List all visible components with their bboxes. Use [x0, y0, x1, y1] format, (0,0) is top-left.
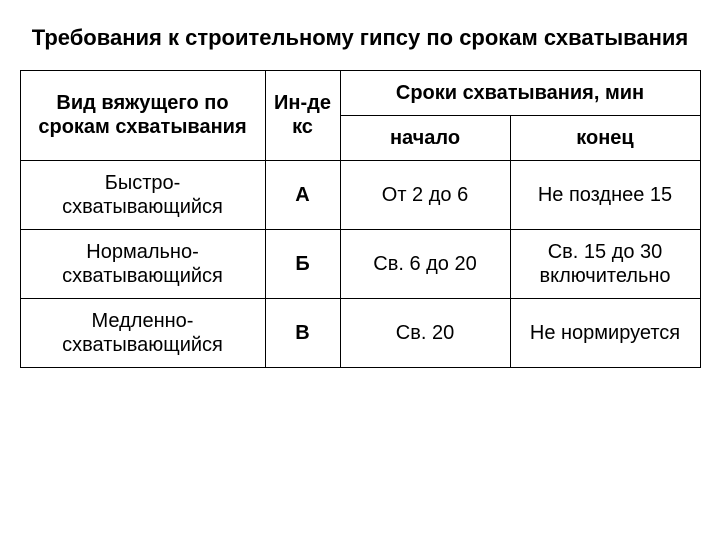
cell-end: Св. 15 до 30 включительно — [510, 229, 700, 298]
col-header-index: Ин-де кс — [265, 70, 340, 160]
cell-index: Б — [265, 229, 340, 298]
setting-times-table: Вид вяжущего по срокам схватывания Ин-де… — [20, 70, 701, 368]
cell-start: Св. 6 до 20 — [340, 229, 510, 298]
table-row: Нормально-схватывающийся Б Св. 6 до 20 С… — [20, 229, 700, 298]
cell-binder-type: Нормально-схватывающийся — [20, 229, 265, 298]
cell-index: А — [265, 160, 340, 229]
cell-end: Не нормируется — [510, 298, 700, 367]
col-header-start: начало — [340, 115, 510, 160]
col-header-binder-type: Вид вяжущего по срокам схватывания — [20, 70, 265, 160]
page-title: Требования к строительному гипсу по срок… — [32, 24, 689, 52]
cell-end: Не позднее 15 — [510, 160, 700, 229]
table-header-row-1: Вид вяжущего по срокам схватывания Ин-де… — [20, 70, 700, 115]
page: Требования к строительному гипсу по срок… — [0, 0, 720, 540]
cell-binder-type: Быстро-схватывающийся — [20, 160, 265, 229]
cell-index: В — [265, 298, 340, 367]
cell-start: Св. 20 — [340, 298, 510, 367]
col-header-end: конец — [510, 115, 700, 160]
table-row: Быстро-схватывающийся А От 2 до 6 Не поз… — [20, 160, 700, 229]
table-row: Медленно-схватывающийся В Св. 20 Не норм… — [20, 298, 700, 367]
cell-start: От 2 до 6 — [340, 160, 510, 229]
col-header-times-group: Сроки схватывания, мин — [340, 70, 700, 115]
cell-binder-type: Медленно-схватывающийся — [20, 298, 265, 367]
